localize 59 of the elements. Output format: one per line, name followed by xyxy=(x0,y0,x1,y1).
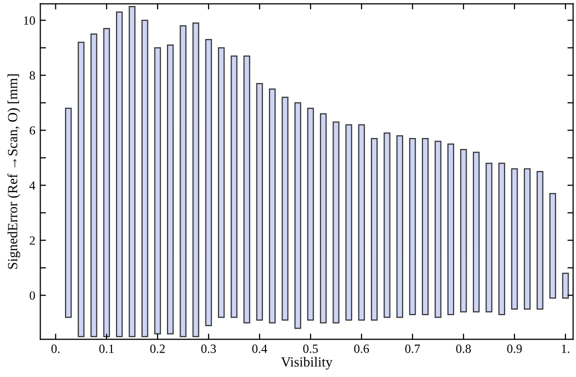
bar xyxy=(103,28,110,338)
bar xyxy=(562,272,569,299)
bar xyxy=(243,55,250,324)
bar xyxy=(141,20,148,338)
bar xyxy=(192,22,200,338)
y-tick-label: 6 xyxy=(30,126,36,135)
bar xyxy=(230,55,238,318)
bar xyxy=(434,140,442,318)
x-tick-label: 0.4 xyxy=(252,344,268,354)
bar xyxy=(180,25,186,338)
x-tick-label: 0.1 xyxy=(99,344,114,354)
bar xyxy=(154,47,161,334)
bar xyxy=(358,124,365,321)
bar xyxy=(422,138,429,316)
bar xyxy=(460,148,467,312)
x-axis-title: Visibility xyxy=(281,356,332,370)
y-axis-title: SignedError (Ref →Scan, O) [mm] xyxy=(7,74,20,269)
bar xyxy=(498,162,506,316)
bar xyxy=(524,168,531,310)
x-tick-label: 0.3 xyxy=(201,344,216,354)
x-tick-label: 0.2 xyxy=(150,344,165,354)
bar xyxy=(205,38,212,326)
bar xyxy=(345,124,352,321)
bar xyxy=(536,170,544,310)
y-tick-label: 8 xyxy=(30,71,35,80)
y-tick-label: 4 xyxy=(29,181,36,190)
bar xyxy=(166,44,174,334)
bar xyxy=(307,108,314,321)
y-tick-label: 10 xyxy=(24,16,35,25)
bar xyxy=(78,42,84,338)
bar xyxy=(486,162,492,312)
bar xyxy=(256,82,263,321)
bar xyxy=(447,143,454,316)
x-tick-label: 0.6 xyxy=(354,344,369,354)
x-tick-label: 0.8 xyxy=(456,344,471,354)
bar xyxy=(282,96,288,321)
x-tick-label: 1. xyxy=(562,344,570,354)
bar xyxy=(268,88,276,324)
bar xyxy=(370,138,378,321)
bar xyxy=(332,121,340,324)
bar xyxy=(65,108,72,318)
x-tick-label: 0.7 xyxy=(405,344,420,354)
bar xyxy=(384,132,390,318)
x-tick-label: 0.9 xyxy=(507,344,522,354)
x-tick-label: 0.5 xyxy=(303,344,318,354)
x-tick-label: 0. xyxy=(51,344,60,354)
bar xyxy=(472,152,480,312)
bar xyxy=(116,11,123,338)
bar xyxy=(549,192,556,299)
bar xyxy=(128,6,136,338)
bar xyxy=(294,102,302,329)
y-tick-label: 2 xyxy=(30,236,35,245)
y-tick-label: 0 xyxy=(30,291,35,300)
bar xyxy=(396,135,404,318)
bar xyxy=(409,138,416,316)
bar xyxy=(320,113,327,324)
bar xyxy=(511,168,518,310)
bar xyxy=(218,47,225,318)
bar xyxy=(90,33,98,338)
